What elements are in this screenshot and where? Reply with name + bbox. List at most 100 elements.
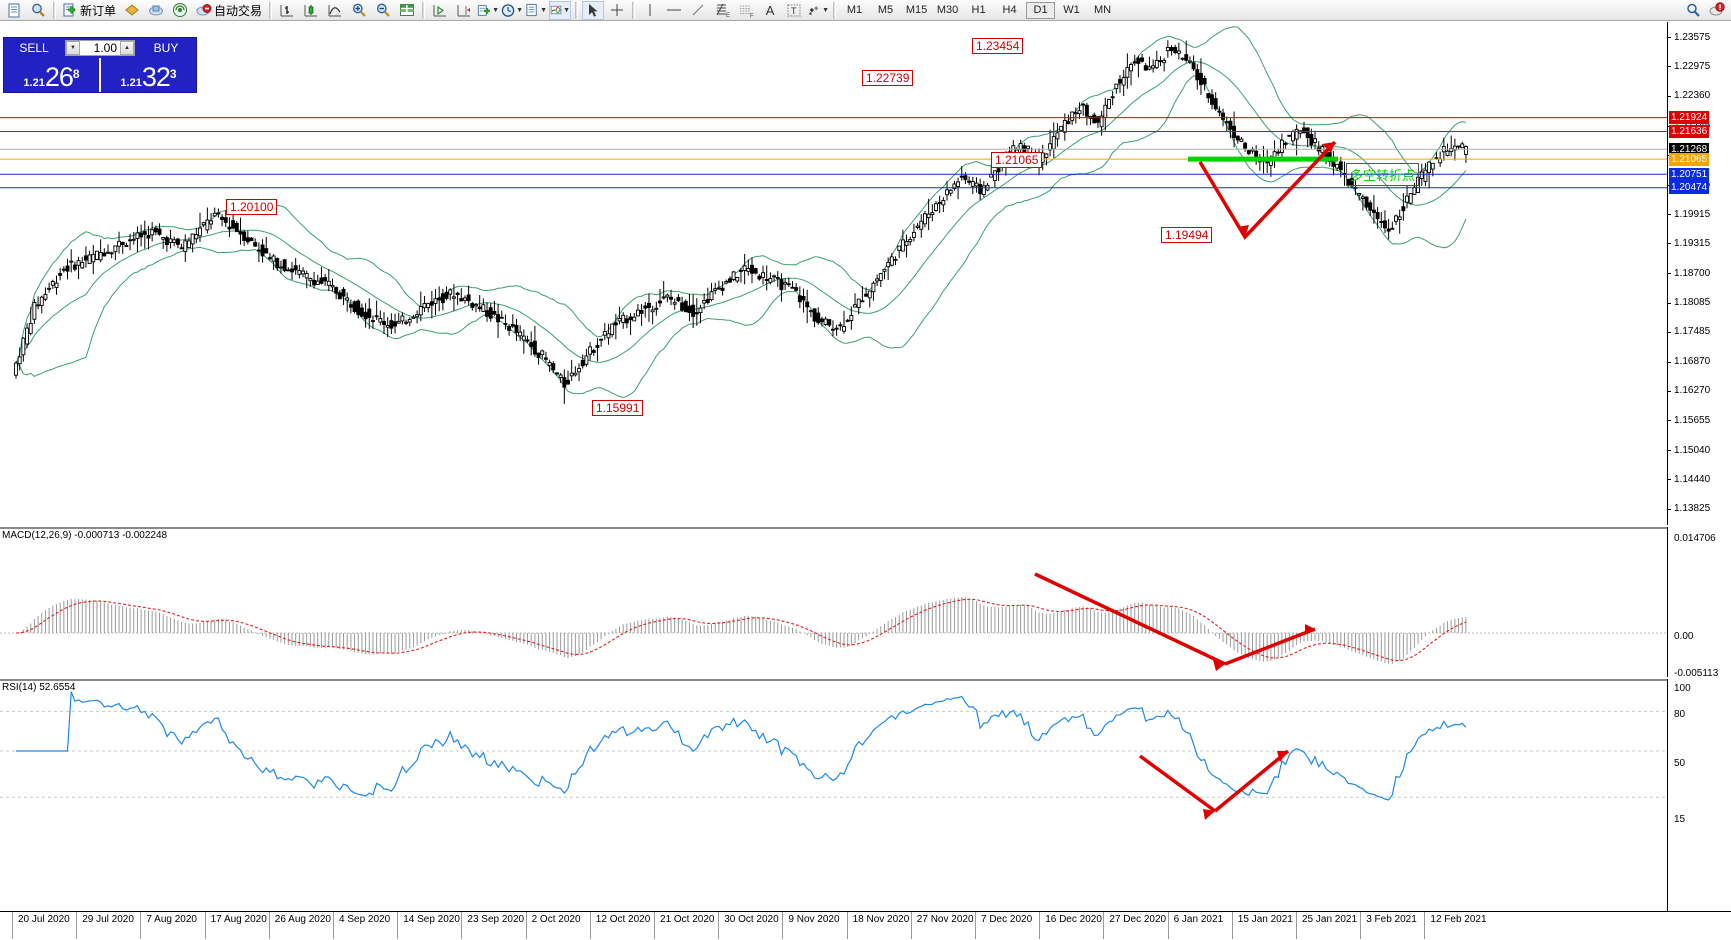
chevron-down-icon-2[interactable]: ▼ (516, 6, 524, 14)
pivot-line-label[interactable]: 1.21065 (1669, 152, 1710, 166)
volume-input[interactable]: ▼ 1.00 ▲ (65, 40, 135, 56)
time-label: 30 Oct 2020 (724, 914, 779, 925)
search-magnifier-icon[interactable] (1682, 1, 1704, 20)
buy-price[interactable]: 1.21 32 3 (99, 58, 196, 92)
new-chart-icon[interactable] (3, 1, 25, 20)
chevron-down-icon-3[interactable]: ▼ (540, 6, 548, 14)
volume-increment-button[interactable]: ▲ (120, 41, 134, 55)
search-icon[interactable] (27, 1, 49, 20)
equidistant-channel-icon[interactable]: F (735, 1, 757, 20)
main-chart-pane[interactable] (0, 22, 1667, 525)
price-anno-high-1-23454[interactable]: 1.23454 (972, 38, 1024, 54)
price-tick: 1.22360 (1668, 90, 1710, 101)
data-window-icon[interactable] (396, 1, 418, 20)
time-gridline (975, 912, 976, 939)
trend-reversal-note[interactable]: 多空转折点 (1346, 163, 1420, 186)
price-anno-1-19494[interactable]: 1.19494 (1161, 227, 1213, 243)
toolbar-separator-5 (632, 1, 636, 19)
chart-shift-icon[interactable] (429, 1, 451, 20)
zoom-in-icon[interactable] (348, 1, 370, 20)
sell-price[interactable]: 1.21 26 8 (4, 58, 99, 92)
auto-scroll-icon[interactable] (453, 1, 475, 20)
candlestick-chart-icon[interactable] (300, 1, 322, 20)
crosshair-icon[interactable] (606, 1, 628, 20)
rsi-tick: 80 (1674, 709, 1686, 720)
volume-value[interactable]: 1.00 (93, 41, 117, 55)
price-anno-1-20100[interactable]: 1.20100 (226, 199, 278, 215)
volume-decrement-button[interactable]: ▼ (66, 41, 80, 55)
buy-price-fraction: 3 (169, 67, 177, 81)
expert-advisor-icon[interactable] (145, 1, 167, 20)
line-chart-icon[interactable] (324, 1, 346, 20)
time-scale[interactable]: 20 Jul 2020 29 Jul 2020 7 Aug 2020 17 Aug 2… (0, 911, 1731, 940)
rsi-pane[interactable]: RSI(14) 52.6554 (0, 679, 1667, 911)
toolbar-separator-2 (269, 1, 273, 19)
timeframe-h1[interactable]: H1 (971, 4, 986, 16)
new-order-button[interactable]: 新订单 (60, 1, 119, 20)
price-anno-1-15991[interactable]: 1.15991 (592, 400, 644, 416)
bar-chart-icon[interactable] (276, 1, 298, 20)
buy-button[interactable]: BUY (153, 41, 179, 55)
support-line-upper[interactable]: 1.20751 (1669, 167, 1710, 181)
timeframe-h4[interactable]: H4 (1002, 4, 1017, 16)
price-tick: 1.18085 (1668, 297, 1710, 308)
fibonacci-icon[interactable]: E (711, 1, 733, 20)
templates-icon[interactable]: ▼ (525, 1, 547, 20)
horizontal-line-icon[interactable] (663, 1, 685, 20)
signals-icon[interactable] (169, 1, 191, 20)
autotrading-button[interactable]: 自动交易 (193, 1, 265, 20)
time-gridline (1039, 912, 1041, 939)
price-chart-canvas (0, 26, 1667, 405)
cursor-icon[interactable] (582, 0, 605, 20)
shapes-icon[interactable]: ▼ (807, 1, 829, 20)
macd-scale[interactable]: 0.014706 0.00 -0.005113 (1667, 527, 1731, 679)
text-icon[interactable]: A (765, 2, 775, 18)
time-label: 6 Jan 2021 (1173, 914, 1224, 925)
rsi-scale[interactable]: 100 80 50 15 (1667, 679, 1731, 911)
sell-button[interactable]: SELL (19, 41, 49, 55)
time-label: 18 Nov 2020 (852, 914, 910, 925)
resistance-line-lower[interactable]: 1.21636 (1669, 124, 1710, 138)
profiles-icon[interactable]: ▼ (549, 0, 572, 20)
time-label: 20 Jul 2020 (18, 914, 70, 925)
indicators-icon[interactable]: ▼ (477, 1, 499, 20)
timeframe-m15[interactable]: M15 (905, 4, 928, 16)
macd-tick: 0.014706 (1674, 533, 1716, 544)
price-tick: 1.22975 (1668, 61, 1710, 72)
time-gridline (397, 912, 399, 939)
chevron-down-icon[interactable]: ▼ (492, 6, 500, 14)
resistance-line-upper[interactable]: 1.21924 (1669, 111, 1710, 125)
timeframe-w1[interactable]: W1 (1063, 4, 1080, 16)
alerts-icon[interactable] (1706, 1, 1728, 20)
macd-canvas (0, 572, 1667, 671)
time-label: 14 Sep 2020 (403, 914, 460, 925)
price-anno-1-21065[interactable]: 1.21065 (991, 152, 1043, 168)
toolbar-separator-6 (833, 1, 837, 19)
macd-pane[interactable]: MACD(12,26,9) -0.000713 -0.002248 (0, 527, 1667, 677)
current-price-label[interactable]: 1.21268 (1669, 142, 1710, 156)
timeframe-mn[interactable]: MN (1093, 4, 1112, 16)
period-icon[interactable]: ▼ (501, 1, 523, 20)
price-anno-1-22739[interactable]: 1.22739 (862, 70, 914, 86)
zoom-out-icon[interactable] (372, 1, 394, 20)
timeframe-m1[interactable]: M1 (846, 4, 863, 16)
trendline-icon[interactable] (687, 1, 709, 20)
chevron-down-icon-5[interactable]: ▼ (822, 6, 830, 14)
text-label-icon[interactable]: T (783, 1, 805, 20)
one-click-trading-panel[interactable]: SELL ▼ 1.00 ▲ BUY 1.21 26 8 1.21 32 3 (3, 37, 197, 93)
toolbar-separator-3 (422, 1, 426, 19)
time-label: 9 Nov 2020 (788, 914, 840, 925)
vertical-line-icon[interactable] (639, 1, 661, 20)
metaeditor-icon[interactable] (121, 1, 143, 20)
timeframe-m30[interactable]: M30 (936, 4, 959, 16)
toolbar-separator-4 (575, 1, 579, 19)
sell-price-base: 1.21 (23, 77, 45, 89)
timeframe-m5[interactable]: M5 (877, 4, 894, 16)
timeframe-d1[interactable]: D1 (1026, 1, 1056, 19)
price-scale[interactable]: 1.235751.229751.223601.217451.211351.205… (1667, 22, 1731, 525)
price-tick: 1.19315 (1668, 238, 1710, 249)
time-label: 15 Jan 2021 (1237, 914, 1293, 925)
support-line-lower[interactable]: 1.20474 (1669, 181, 1710, 195)
chevron-down-icon-4[interactable]: ▼ (563, 6, 571, 14)
time-label: 27 Nov 2020 (916, 914, 974, 925)
